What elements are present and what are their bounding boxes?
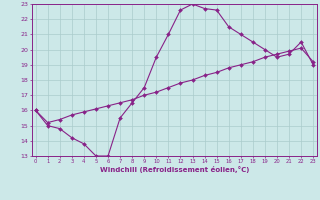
X-axis label: Windchill (Refroidissement éolien,°C): Windchill (Refroidissement éolien,°C) — [100, 166, 249, 173]
